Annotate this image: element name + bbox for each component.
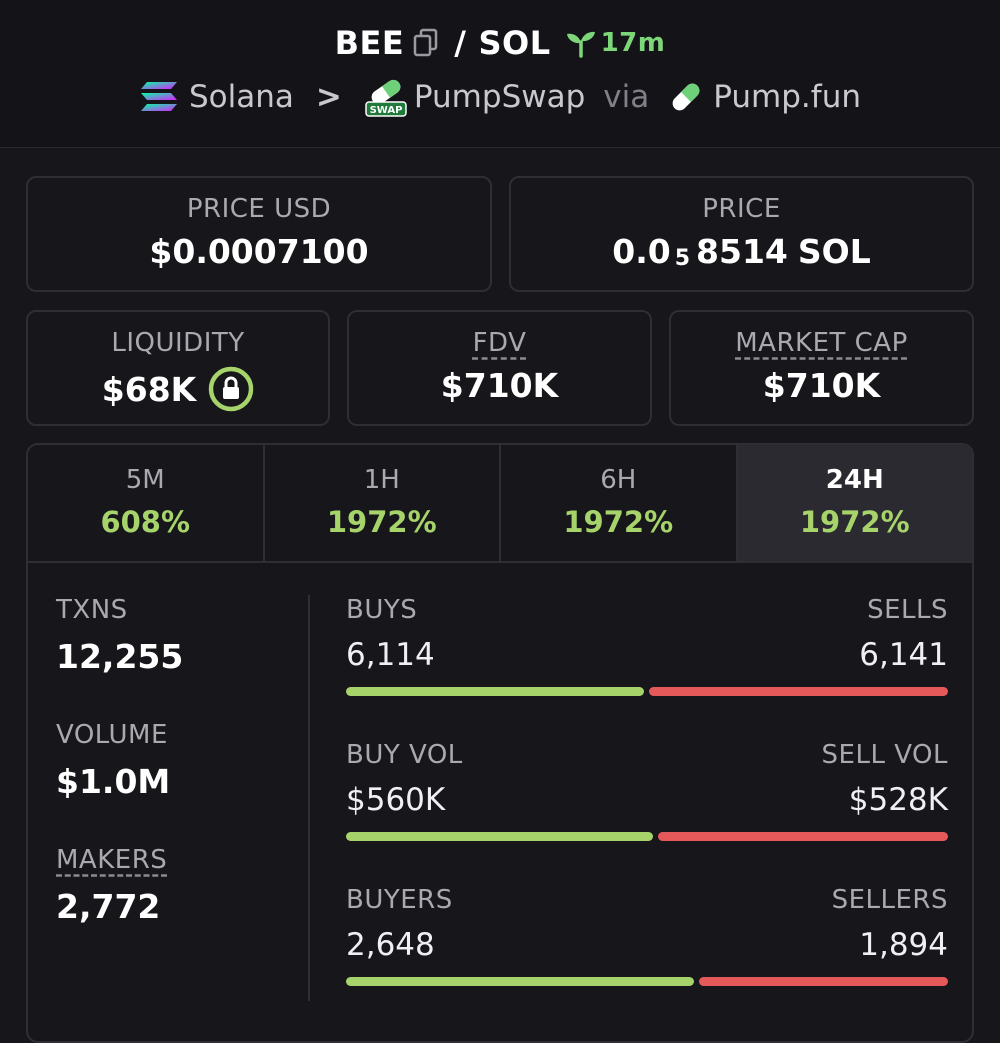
makers-label[interactable]: MAKERS: [56, 845, 168, 875]
dex-link[interactable]: PumpSwap: [413, 79, 586, 115]
price-unit: SOL: [797, 232, 871, 271]
price-zero-count: 5: [674, 246, 691, 271]
fdv-card: FDV $710K: [347, 310, 652, 426]
launchpad-link[interactable]: Pump.fun: [713, 79, 861, 115]
tab-label: 6H: [600, 465, 637, 495]
tab-5m[interactable]: 5M 608%: [28, 445, 265, 561]
price-native-card: PRICE 0.0 5 8514 SOL: [509, 176, 974, 292]
buyers-label: BUYERS: [346, 885, 453, 915]
volume-split-bar: [346, 832, 948, 841]
sells-value: 6,141: [859, 637, 948, 673]
price-usd-card: PRICE USD $0.0007100: [26, 176, 492, 292]
sell-vol-label: SELL VOL: [821, 740, 948, 770]
trade-stats-panel: 5M 608% 1H 1972% 6H 1972% 24H 1972% TXNS…: [26, 443, 974, 1043]
buy-bar-segment: [346, 687, 644, 696]
buys-label: BUYS: [346, 595, 418, 625]
tab-1h[interactable]: 1H 1972%: [265, 445, 501, 561]
pill-icon: [672, 83, 700, 111]
volume-split-row: BUY VOL SELL VOL $560K $528K: [346, 740, 948, 885]
liquidity-card: LIQUIDITY $68K: [26, 310, 330, 426]
timeframe-tabs: 5M 608% 1H 1972% 6H 1972% 24H 1972%: [28, 445, 972, 563]
buy-bar-segment: [346, 832, 653, 841]
fdv-label[interactable]: FDV: [472, 328, 527, 358]
pumpswap-icon: SWAP: [365, 79, 407, 117]
tab-change: 608%: [100, 505, 191, 539]
sell-bar-segment: [658, 832, 948, 841]
buys-value: 6,114: [346, 637, 435, 673]
route-breadcrumb: Solana > SWAP PumpSwap via Pump.fun: [0, 76, 1000, 118]
liquidity-value-row: $68K: [28, 366, 328, 412]
makers-value: 2,772: [56, 887, 161, 926]
pair-age-value: 17m: [600, 28, 666, 58]
volume-value: $1.0M: [56, 762, 171, 801]
sellers-label: SELLERS: [831, 885, 948, 915]
price-usd-label: PRICE USD: [186, 194, 332, 224]
price-digits: 8514: [696, 232, 788, 271]
sell-bar-segment: [649, 687, 948, 696]
column-divider: [308, 595, 310, 1001]
buys-sells-bar: [346, 687, 948, 696]
sell-vol-value: $528K: [848, 782, 948, 818]
totals-column: TXNS 12,255 VOLUME $1.0M MAKERS 2,772: [56, 595, 183, 970]
sprout-icon: [566, 31, 595, 58]
sells-label: SELLS: [867, 595, 948, 625]
tab-change: 1972%: [563, 505, 674, 539]
solana-icon: [141, 82, 177, 111]
buyers-sellers-bar: [346, 977, 948, 986]
split-column: BUYS SELLS 6,114 6,141 BUY VOL SELL VOL …: [346, 595, 948, 1030]
price-prefix: 0.0: [612, 232, 671, 271]
tab-change: 1972%: [326, 505, 437, 539]
sellers-value: 1,894: [859, 927, 948, 963]
sell-bar-segment: [699, 977, 948, 986]
price-native-value: 0.0 5 8514 SOL: [511, 232, 972, 271]
volume-stat: VOLUME $1.0M: [56, 720, 183, 801]
fdv-value: $710K: [440, 366, 559, 405]
swap-icon-label: SWAP: [369, 105, 402, 116]
tab-6h[interactable]: 6H 1972%: [501, 445, 738, 561]
txns-value: 12,255: [56, 637, 184, 676]
pair-separator: /: [454, 24, 467, 62]
price-native-label: PRICE: [702, 194, 781, 224]
buys-sells-row: BUYS SELLS 6,114 6,141: [346, 595, 948, 740]
buyers-sellers-row: BUYERS SELLERS 2,648 1,894: [346, 885, 948, 1030]
tab-label: 1H: [363, 465, 400, 495]
market-cap-value: $710K: [762, 366, 881, 405]
liquidity-label: LIQUIDITY: [111, 328, 245, 358]
market-cap-card: MARKET CAP $710K: [669, 310, 974, 426]
tab-24h[interactable]: 24H 1972%: [737, 445, 972, 561]
makers-stat: MAKERS 2,772: [56, 845, 183, 926]
pair-age: 17m: [565, 28, 666, 58]
buy-bar-segment: [346, 977, 694, 986]
pair-title: BEE / SOL 17m: [0, 24, 1000, 62]
volume-label: VOLUME: [56, 720, 168, 750]
market-cap-label[interactable]: MARKET CAP: [735, 328, 908, 358]
buy-vol-value: $560K: [346, 782, 446, 818]
txns-stat: TXNS 12,255: [56, 595, 183, 676]
tab-change: 1972%: [799, 505, 910, 539]
chain-link[interactable]: Solana: [189, 79, 294, 115]
buyers-value: 2,648: [346, 927, 435, 963]
tab-label: 5M: [125, 465, 165, 495]
txns-label: TXNS: [56, 595, 128, 625]
buy-vol-label: BUY VOL: [346, 740, 463, 770]
token-symbol: BEE: [334, 24, 405, 62]
price-usd-value: $0.0007100: [149, 232, 369, 271]
pair-header: BEE / SOL 17m S: [0, 0, 1000, 148]
lock-icon[interactable]: [208, 366, 254, 412]
chevron-right-icon: >: [315, 79, 342, 115]
copy-icon[interactable]: [412, 28, 440, 58]
quote-symbol: SOL: [478, 24, 551, 62]
liquidity-value: $68K: [101, 369, 197, 409]
tab-label: 24H: [825, 465, 884, 495]
via-label: via: [603, 79, 650, 115]
